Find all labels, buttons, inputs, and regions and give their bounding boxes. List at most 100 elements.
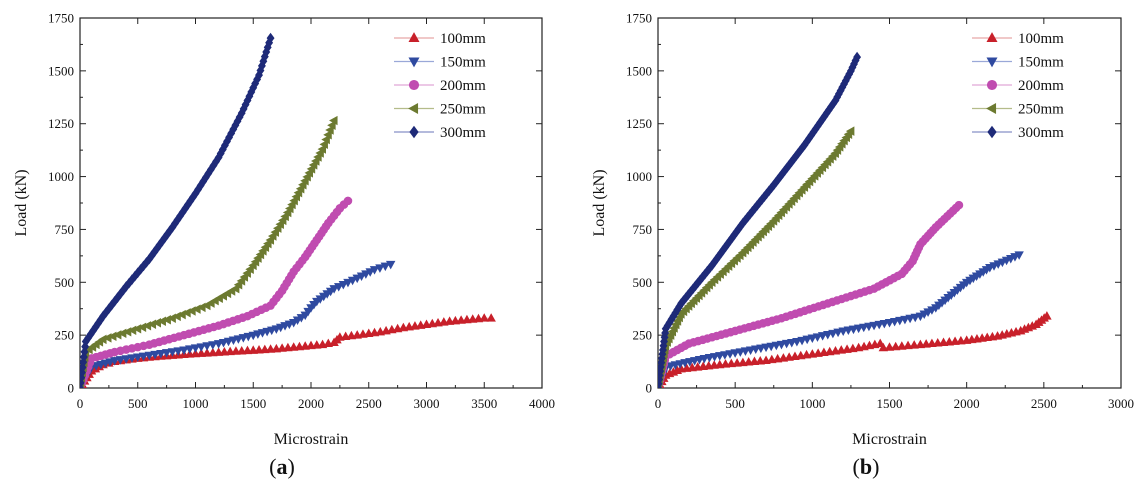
legend-marker [408, 32, 420, 43]
data-point [327, 120, 336, 131]
data-point [843, 326, 854, 336]
y-tick-label: 1750 [48, 11, 74, 26]
data-point [725, 350, 735, 359]
legend-label: 250mm [440, 102, 486, 118]
x-tick-label: 1000 [183, 396, 209, 411]
legend-marker [986, 32, 998, 43]
data-point [879, 319, 890, 329]
series-150mm [80, 260, 396, 388]
data-point [859, 323, 869, 333]
data-point [369, 266, 380, 275]
data-point [905, 314, 915, 324]
data-point [213, 340, 224, 349]
data-point [329, 285, 339, 294]
y-tick-label: 1750 [626, 11, 652, 26]
x-tick-label: 3000 [414, 396, 440, 411]
y-tick-label: 0 [646, 381, 653, 396]
y-tick-label: 1250 [626, 116, 652, 131]
legend-label: 200mm [440, 78, 486, 94]
data-point [812, 333, 823, 342]
data-point [161, 349, 172, 358]
x-tick-label: 500 [128, 396, 148, 411]
x-tick-label: 1500 [240, 396, 266, 411]
y-tick-label: 500 [633, 275, 653, 290]
data-point [156, 350, 166, 359]
data-point [225, 346, 235, 356]
data-point [828, 329, 838, 339]
data-point [884, 342, 895, 351]
data-point [223, 337, 234, 347]
data-point [479, 313, 489, 322]
x-tick-label: 2000 [954, 396, 980, 411]
data-point [385, 260, 396, 270]
data-point [319, 139, 328, 150]
data-point [884, 319, 895, 328]
data-point [238, 334, 249, 343]
data-point [853, 324, 864, 334]
data-point [133, 353, 143, 363]
data-point [317, 144, 327, 154]
data-point [121, 355, 131, 364]
data-point [704, 354, 715, 363]
data-point [185, 345, 195, 354]
data-point [233, 335, 244, 344]
legend-label: 250mm [1018, 102, 1064, 118]
data-point [236, 345, 247, 355]
data-point [109, 357, 120, 366]
data-point [80, 346, 89, 358]
series-150mm [658, 251, 1024, 388]
legend-marker [986, 79, 998, 91]
y-tick-label: 0 [68, 381, 75, 396]
data-point [845, 126, 855, 136]
data-point [231, 346, 241, 355]
data-point [343, 278, 353, 288]
data-point [1042, 311, 1052, 320]
x-axis-title: Microstrain [274, 431, 349, 448]
series-100mm [658, 311, 1052, 388]
legend-marker [986, 57, 998, 68]
legend-label: 200mm [1018, 78, 1064, 94]
legend-marker [409, 125, 419, 139]
series-100mm [80, 313, 496, 388]
x-tick-label: 4000 [529, 396, 555, 411]
data-point [138, 352, 149, 362]
data-point [853, 51, 862, 63]
data-point [190, 344, 201, 353]
data-point [889, 317, 900, 327]
data-point [869, 321, 879, 331]
data-point [338, 280, 349, 290]
x-tick-label: 0 [77, 396, 84, 411]
data-point [874, 320, 884, 330]
x-tick-label: 0 [655, 396, 662, 411]
data-point [838, 327, 848, 336]
y-tick-label: 250 [55, 328, 75, 343]
data-point [144, 351, 155, 361]
data-point [127, 354, 137, 363]
data-point [909, 340, 919, 349]
y-tick-label: 1500 [626, 63, 652, 78]
legend-marker [987, 125, 997, 139]
x-tick-label: 1000 [799, 396, 825, 411]
x-axis-title: Microstrain [852, 431, 927, 448]
data-point [756, 344, 766, 354]
y-tick-label: 500 [55, 275, 75, 290]
data-point [903, 340, 913, 350]
data-point [864, 322, 874, 332]
data-point [797, 336, 807, 346]
y-tick-label: 250 [633, 328, 653, 343]
data-point [715, 352, 725, 361]
data-point [709, 353, 720, 362]
data-point [745, 346, 756, 355]
x-tick-label: 1500 [877, 396, 903, 411]
data-point [218, 338, 229, 348]
x-tick-label: 2500 [1031, 396, 1057, 411]
y-tick-label: 1500 [48, 63, 74, 78]
data-point [751, 345, 761, 355]
data-point [890, 341, 901, 351]
legend-label: 150mm [440, 55, 486, 71]
data-point [699, 354, 710, 364]
data-point [179, 346, 189, 355]
legend-label: 100mm [440, 31, 486, 47]
legend-label: 100mm [1018, 31, 1064, 47]
panel-caption: (b) [853, 454, 880, 479]
